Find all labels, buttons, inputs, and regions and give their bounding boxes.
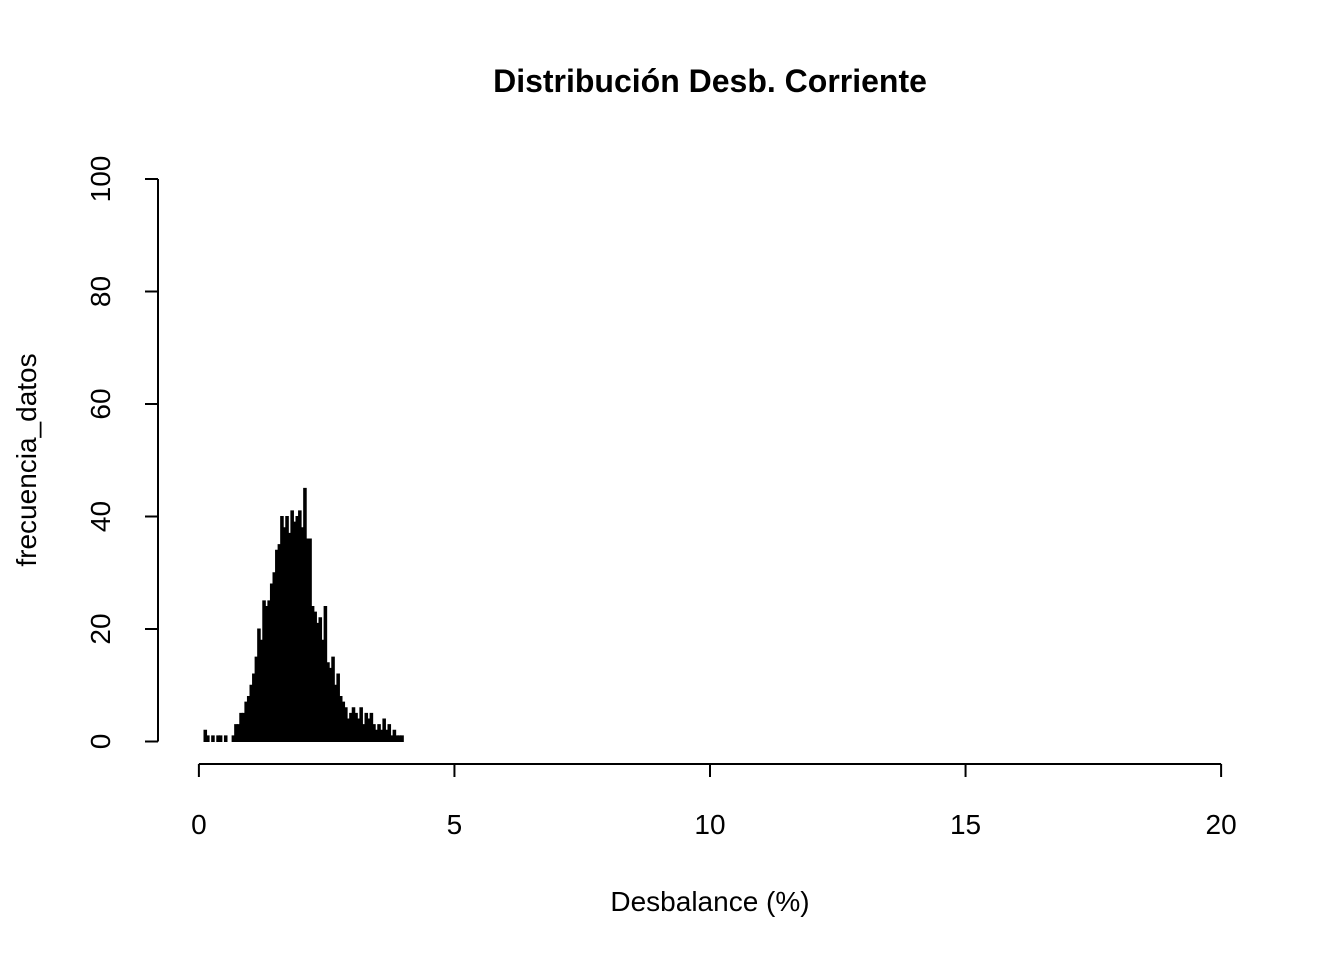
x-tick-label: 0: [191, 809, 207, 840]
y-axis-label: frecuencia_datos: [11, 353, 42, 566]
x-axis-label: Desbalance (%): [610, 886, 809, 917]
chart-title: Distribución Desb. Corriente: [493, 63, 927, 99]
bar: [211, 735, 215, 742]
y-tick-label: 40: [85, 501, 116, 532]
y-tick-label: 100: [85, 156, 116, 203]
x-tick-label: 10: [694, 809, 725, 840]
bar: [387, 724, 392, 742]
bar: [206, 735, 210, 742]
y-tick-label: 20: [85, 613, 116, 644]
bar: [223, 735, 228, 742]
y-tick-label: 80: [85, 276, 116, 307]
bar: [218, 735, 223, 742]
y-tick-label: 0: [85, 734, 116, 750]
x-tick-label: 5: [447, 809, 463, 840]
x-tick-label: 20: [1206, 809, 1237, 840]
x-tick-label: 15: [950, 809, 981, 840]
bar: [400, 735, 404, 742]
y-tick-label: 60: [85, 388, 116, 419]
